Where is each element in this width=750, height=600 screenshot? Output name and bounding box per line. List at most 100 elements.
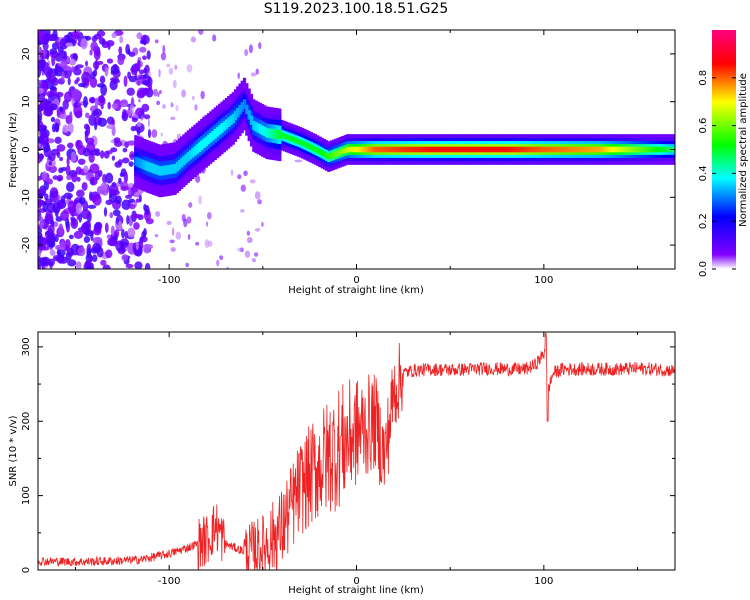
noise-blob	[60, 58, 68, 69]
ridge-cell	[156, 165, 160, 175]
ridge-cell	[200, 140, 204, 150]
noise-blob	[93, 48, 101, 61]
noise-blob	[91, 110, 99, 116]
noise-blob	[61, 71, 65, 82]
ridge-cell	[186, 151, 190, 162]
ridge-cell	[371, 146, 376, 153]
noise-blob	[185, 262, 189, 268]
noise-blob	[128, 198, 135, 203]
noise-blob	[55, 63, 59, 73]
noise-blob	[70, 243, 80, 256]
ridge-cell	[498, 146, 502, 153]
ridge-cell	[502, 146, 507, 153]
spectrogram-y-tick-label: -10	[21, 189, 32, 205]
noise-blob	[172, 79, 177, 89]
noise-blob	[55, 91, 64, 98]
noise-blob	[243, 170, 248, 177]
noise-blob	[134, 261, 143, 269]
snr-panel: -100 0 100 0 100 200 300 Height of straight li…	[8, 331, 676, 596]
ridge-cell	[365, 146, 369, 153]
ridge-cell	[630, 146, 634, 153]
noise-blob	[237, 247, 243, 252]
noise-blob	[160, 132, 163, 137]
noise-blob	[127, 227, 136, 238]
noise-blob	[244, 49, 249, 57]
ridge-cell	[318, 149, 322, 155]
snr-y-tick-label: 0	[21, 567, 32, 573]
noise-blob	[54, 136, 62, 144]
noise-blob	[67, 122, 74, 134]
noise-blob	[48, 161, 53, 166]
colorbar-tick-label: 0.0	[698, 261, 709, 277]
noise-blob	[59, 156, 63, 162]
noise-blob	[71, 172, 78, 183]
ridge-cell	[303, 141, 307, 148]
noise-blob	[83, 236, 91, 243]
noise-blob	[117, 159, 123, 166]
noise-blob	[106, 234, 112, 239]
ridge-cell	[392, 146, 396, 153]
ridge-cell	[450, 146, 454, 153]
noise-blob	[99, 75, 106, 84]
noise-blob	[94, 221, 103, 230]
ridge-cell	[287, 135, 291, 141]
noise-blob	[48, 240, 56, 248]
noise-blob	[38, 257, 48, 266]
ridge-cell	[322, 151, 327, 158]
noise-blob	[115, 195, 122, 205]
noise-blob	[192, 95, 195, 101]
ridge-cell	[574, 146, 578, 153]
ridge-cell	[231, 113, 235, 124]
noise-blob	[198, 195, 202, 205]
noise-blob	[60, 210, 69, 222]
colorbar-gradient	[712, 30, 736, 269]
noise-blob	[123, 171, 128, 184]
ridge-cell	[167, 164, 171, 175]
noise-blob	[136, 126, 141, 136]
noise-blob	[258, 42, 262, 50]
noise-blob	[50, 148, 60, 156]
ridge-cell	[254, 122, 258, 132]
ridge-cell	[553, 146, 558, 153]
ridge-cell	[660, 146, 664, 153]
noise-blob	[38, 175, 43, 181]
noise-blob	[261, 221, 264, 227]
noise-blob	[132, 47, 139, 56]
noise-blob	[144, 262, 151, 269]
noise-blob	[99, 150, 105, 159]
noise-blob	[75, 261, 82, 269]
noise-blob	[151, 129, 158, 138]
ridge-cell	[311, 145, 316, 152]
noise-blob	[75, 140, 80, 147]
noise-blob	[237, 174, 242, 180]
ridge-cell	[421, 146, 425, 153]
noise-blob	[92, 194, 102, 206]
spectrogram-y-tick-label: 10	[21, 95, 32, 108]
ridge-cell	[567, 146, 571, 153]
ridge-cell	[589, 146, 594, 153]
ridge-cell	[605, 146, 609, 153]
noise-blob	[60, 241, 66, 250]
noise-blob	[123, 75, 128, 88]
ridge-cell	[632, 146, 637, 153]
noise-blob	[124, 231, 129, 239]
noise-blob	[108, 184, 119, 195]
ridge-cell	[175, 161, 179, 172]
ridge-cell	[338, 149, 343, 155]
noise-blob	[125, 263, 134, 269]
noise-blob	[175, 105, 179, 112]
noise-blob	[78, 196, 86, 204]
spectrogram-x-tick-label: 0	[353, 275, 359, 286]
noise-blob	[135, 198, 140, 203]
noise-blob	[38, 193, 44, 198]
ridge-cell	[571, 146, 576, 153]
ridge-cell	[540, 146, 544, 153]
ridge-cell	[398, 146, 402, 153]
noise-blob	[140, 61, 143, 68]
ridge-cell	[195, 144, 199, 154]
noise-blob	[128, 161, 134, 167]
noise-blob	[107, 42, 111, 51]
noise-blob	[105, 172, 114, 184]
ridge-cell	[434, 146, 438, 153]
